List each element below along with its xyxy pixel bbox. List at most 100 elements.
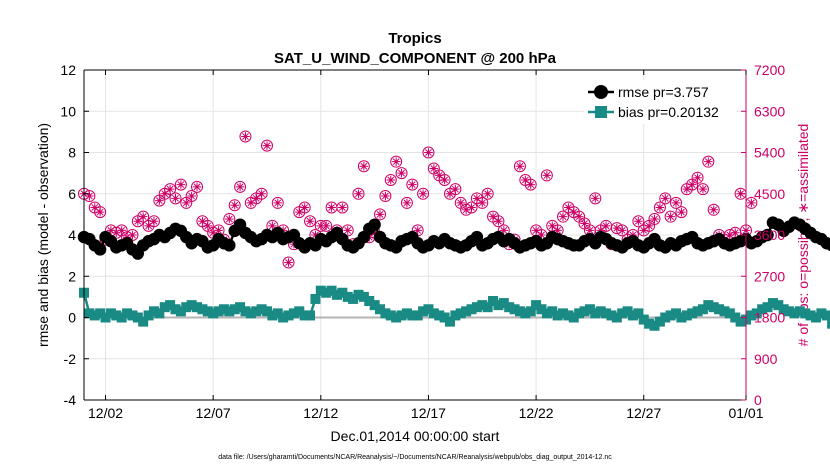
obs-assimilated-marker bbox=[531, 226, 541, 235]
obs-assimilated-marker bbox=[138, 212, 148, 221]
obs-assimilated-marker bbox=[558, 212, 568, 221]
bias-marker bbox=[299, 310, 310, 321]
bias-marker bbox=[482, 302, 493, 313]
obs-assimilated-marker bbox=[181, 198, 191, 208]
obs-possible-marker bbox=[336, 201, 349, 214]
bias-marker bbox=[671, 308, 682, 319]
y2-tick-label: 6300 bbox=[754, 103, 785, 119]
bias-marker bbox=[213, 306, 224, 317]
bias-marker bbox=[428, 308, 439, 319]
obs-assimilated-marker bbox=[391, 157, 401, 166]
bias-marker bbox=[805, 310, 816, 321]
obs-assimilated-marker bbox=[386, 175, 396, 185]
obs-assimilated-marker bbox=[709, 205, 719, 215]
legend-bias-label: bias pr=0.20132 bbox=[618, 104, 719, 120]
obs-assimilated-marker bbox=[687, 180, 697, 189]
bias-marker bbox=[584, 304, 595, 315]
obs-possible-marker bbox=[632, 215, 645, 228]
y2-axis-label: # of obs: o=possible; ∗=assimilated bbox=[795, 124, 811, 347]
obs-possible-marker bbox=[384, 174, 397, 186]
bias-marker bbox=[477, 300, 488, 311]
obs-assimilated-marker bbox=[526, 180, 536, 189]
y-tick-label: 0 bbox=[68, 310, 76, 326]
bias-marker bbox=[789, 308, 800, 319]
bias-marker bbox=[235, 302, 246, 313]
obs-assimilated-marker bbox=[230, 200, 239, 210]
bias-marker bbox=[719, 306, 730, 317]
bias-marker bbox=[622, 306, 633, 317]
y-tick-label: 12 bbox=[60, 62, 76, 78]
bias-marker bbox=[751, 308, 762, 319]
obs-possible-marker bbox=[557, 210, 570, 223]
obs-assimilated-marker bbox=[591, 194, 600, 203]
obs-assimilated-marker bbox=[617, 226, 627, 235]
obs-assimilated-marker bbox=[192, 182, 202, 192]
obs-assimilated-marker bbox=[144, 221, 153, 231]
bias-marker bbox=[272, 308, 283, 319]
obs-assimilated-marker bbox=[677, 207, 686, 217]
obs-possible-marker bbox=[255, 187, 268, 200]
y-tick-label: -2 bbox=[64, 351, 77, 367]
bias-marker bbox=[525, 306, 536, 317]
obs-assimilated-marker bbox=[375, 210, 385, 219]
y2-tick-label: 1800 bbox=[754, 310, 785, 326]
obs-assimilated-marker bbox=[262, 141, 272, 150]
legend: rmse pr=3.757 bias pr=0.20132 bbox=[584, 80, 736, 124]
bias-marker bbox=[105, 308, 116, 319]
bias-marker bbox=[601, 308, 612, 319]
bias-marker bbox=[466, 304, 477, 315]
obs-assimilated-marker bbox=[424, 148, 433, 157]
bias-marker bbox=[159, 302, 170, 313]
x-tick-label: 12/07 bbox=[196, 405, 231, 421]
obs-assimilated-marker bbox=[305, 216, 315, 226]
obs-assimilated-marker bbox=[440, 175, 449, 185]
obs-possible-marker bbox=[223, 212, 236, 225]
obs-assimilated-marker bbox=[321, 221, 331, 231]
bias-marker bbox=[310, 293, 321, 304]
bias-marker bbox=[401, 308, 412, 319]
x-tick-label: 12/27 bbox=[626, 405, 661, 421]
x-tick-label: 12/02 bbox=[88, 405, 123, 421]
obs-assimilated-marker bbox=[273, 198, 283, 208]
obs-possible-marker bbox=[400, 196, 413, 209]
bias-marker bbox=[595, 306, 606, 317]
obs-possible-marker bbox=[304, 215, 317, 228]
bias-marker bbox=[665, 310, 676, 321]
obs-possible-marker bbox=[589, 192, 602, 205]
obs-assimilated-marker bbox=[165, 184, 175, 194]
obs-assimilated-marker bbox=[634, 216, 643, 226]
bias-marker bbox=[132, 312, 143, 323]
bias-marker bbox=[122, 308, 133, 319]
bias-marker bbox=[762, 302, 773, 313]
obs-possible-marker bbox=[540, 169, 553, 182]
obs-possible-marker bbox=[664, 210, 677, 223]
bias-marker bbox=[644, 318, 655, 329]
bias-marker bbox=[138, 316, 149, 327]
obs-assimilated-marker bbox=[359, 161, 369, 171]
bias-marker bbox=[224, 306, 235, 317]
obs-assimilated-marker bbox=[251, 194, 261, 203]
obs-assimilated-marker bbox=[580, 219, 589, 228]
bias-marker bbox=[520, 308, 531, 319]
bias-marker bbox=[186, 300, 197, 311]
rmse-marker bbox=[223, 239, 236, 252]
obs-assimilated-marker bbox=[381, 191, 390, 201]
obs-possible-marker bbox=[659, 192, 672, 205]
obs-possible-marker bbox=[691, 171, 704, 184]
obs-assimilated-marker bbox=[117, 226, 126, 235]
bias-marker bbox=[735, 316, 746, 327]
obs-assimilated-marker bbox=[547, 221, 557, 231]
obs-assimilated-marker bbox=[574, 212, 584, 221]
obs-possible-marker bbox=[696, 183, 709, 196]
obs-possible-marker bbox=[260, 139, 273, 152]
obs-assimilated-marker bbox=[585, 226, 595, 235]
bias-marker bbox=[288, 308, 299, 319]
obs-possible-marker bbox=[422, 146, 435, 159]
legend-rmse-marker bbox=[594, 85, 608, 99]
bias-marker bbox=[170, 304, 181, 315]
obs-possible-marker bbox=[271, 196, 284, 209]
rmse-marker bbox=[93, 243, 107, 256]
bias-marker bbox=[574, 308, 585, 319]
